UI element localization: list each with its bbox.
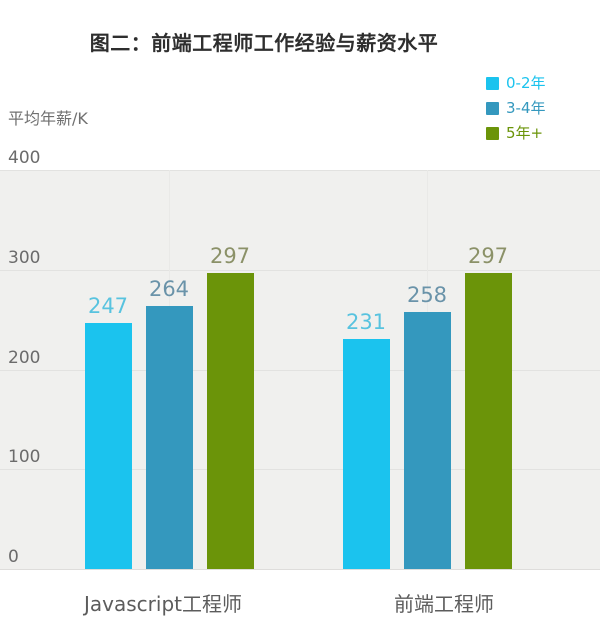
- legend-label: 3-4年: [506, 98, 546, 117]
- bar-0-2年-前端工程师: [342, 339, 390, 569]
- chart-title: 图二：前端工程师工作经验与薪资水平: [89, 31, 439, 55]
- y-axis-tick-label: 300: [8, 247, 41, 268]
- bar-value-label: 297: [467, 244, 509, 268]
- legend-label: 0-2年: [506, 73, 546, 92]
- x-axis-category-label: 前端工程师: [394, 592, 494, 616]
- y-axis-unit-label: 平均年薪/K: [8, 109, 88, 128]
- legend-item: 0-2年: [486, 71, 546, 95]
- bar-3-4年-Javascript工程师: [145, 306, 193, 569]
- bar-value-label: 258: [406, 283, 448, 307]
- gridline: [0, 369, 600, 371]
- bar-5年+-Javascript工程师: [206, 273, 254, 569]
- bar-0-2年-Javascript工程师: [84, 323, 132, 569]
- plot-area: 247 264 297 231 258 297: [0, 170, 600, 570]
- legend-swatch-icon: [486, 126, 499, 140]
- bar-3-4年-前端工程师: [403, 312, 451, 569]
- bar-value-label: 264: [148, 277, 190, 301]
- gridline: [0, 469, 600, 471]
- legend-swatch-icon: [486, 101, 499, 115]
- y-axis-tick-label: 100: [8, 447, 41, 468]
- bar-5年+-前端工程师: [464, 273, 512, 569]
- legend-swatch-icon: [486, 76, 499, 90]
- legend-item: 3-4年: [486, 96, 546, 120]
- bar-value-label: 231: [345, 310, 387, 334]
- bar-value-label: 247: [87, 294, 129, 318]
- gridline: [0, 269, 600, 271]
- y-axis-tick-label: 200: [8, 347, 41, 368]
- bar-value-label: 297: [209, 244, 251, 268]
- x-axis-category-label: Javascript工程师: [84, 592, 242, 616]
- y-axis-tick-label: 0: [8, 547, 19, 567]
- y-axis-tick-label: 400: [8, 148, 41, 168]
- legend: 0-2年 3-4年 5年+: [486, 71, 546, 145]
- legend-item: 5年+: [486, 121, 546, 145]
- legend-label: 5年+: [506, 123, 544, 142]
- gridline: [0, 170, 600, 171]
